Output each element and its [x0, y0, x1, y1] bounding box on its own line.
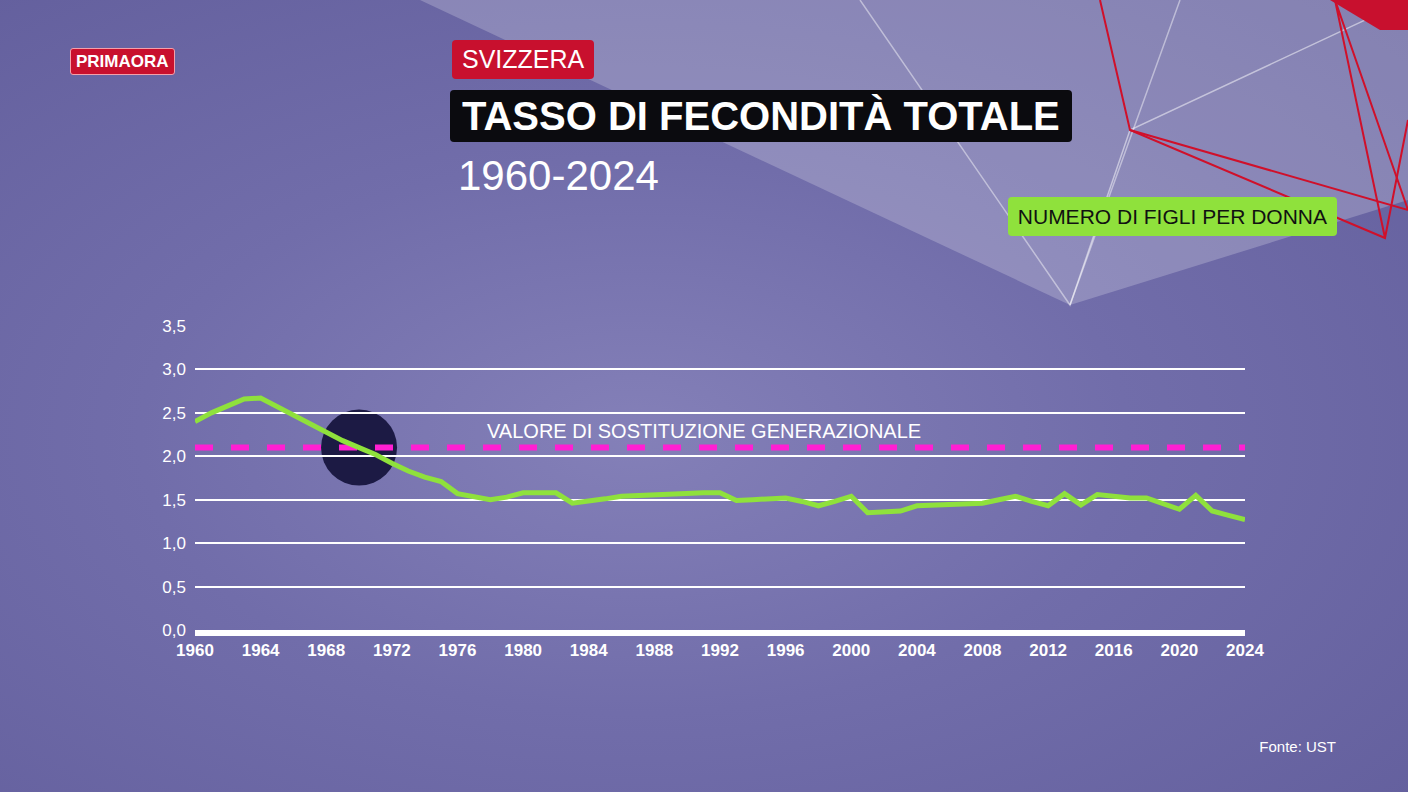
- svg-text:2000: 2000: [832, 641, 870, 660]
- svg-text:1968: 1968: [307, 641, 345, 660]
- svg-text:3,5: 3,5: [162, 317, 186, 336]
- svg-text:0,0: 0,0: [162, 621, 186, 640]
- svg-text:1,5: 1,5: [162, 491, 186, 510]
- svg-text:1996: 1996: [767, 641, 805, 660]
- svg-text:2004: 2004: [898, 641, 936, 660]
- svg-text:1984: 1984: [570, 641, 608, 660]
- svg-text:1964: 1964: [242, 641, 280, 660]
- svg-text:2008: 2008: [964, 641, 1002, 660]
- html-text:TASSO DI FECONDITÀ TOTALE: TASSO DI FECONDITÀ TOTALE: [462, 94, 1060, 138]
- svg-text:1,0: 1,0: [162, 534, 186, 553]
- svg-text:2,5: 2,5: [162, 404, 186, 423]
- svg-text:2016: 2016: [1095, 641, 1133, 660]
- svg-text:2,0: 2,0: [162, 447, 186, 466]
- svg-text:1988: 1988: [635, 641, 673, 660]
- svg-text:2020: 2020: [1160, 641, 1198, 660]
- svg-text:1960: 1960: [176, 641, 214, 660]
- svg-text:1992: 1992: [701, 641, 739, 660]
- svg-text:2012: 2012: [1029, 641, 1067, 660]
- html-text:NUMERO DI FIGLI PER DONNA: NUMERO DI FIGLI PER DONNA: [1017, 205, 1327, 228]
- svg-text:3,0: 3,0: [162, 360, 186, 379]
- svg-text:1976: 1976: [439, 641, 477, 660]
- svg-text:1972: 1972: [373, 641, 411, 660]
- html-text:SVIZZERA: SVIZZERA: [462, 45, 585, 73]
- svg-text:1980: 1980: [504, 641, 542, 660]
- html-text:1960-2024: 1960-2024: [458, 152, 659, 199]
- html-text:PRIMAORA: PRIMAORA: [76, 52, 169, 71]
- svg-text:2024: 2024: [1226, 641, 1264, 660]
- svg-text:VALORE DI SOSTITUZIONE GENERAZ: VALORE DI SOSTITUZIONE GENERAZIONALE: [487, 420, 921, 442]
- svg-text:0,5: 0,5: [162, 578, 186, 597]
- html-text:Fonte: UST: Fonte: UST: [1259, 738, 1336, 755]
